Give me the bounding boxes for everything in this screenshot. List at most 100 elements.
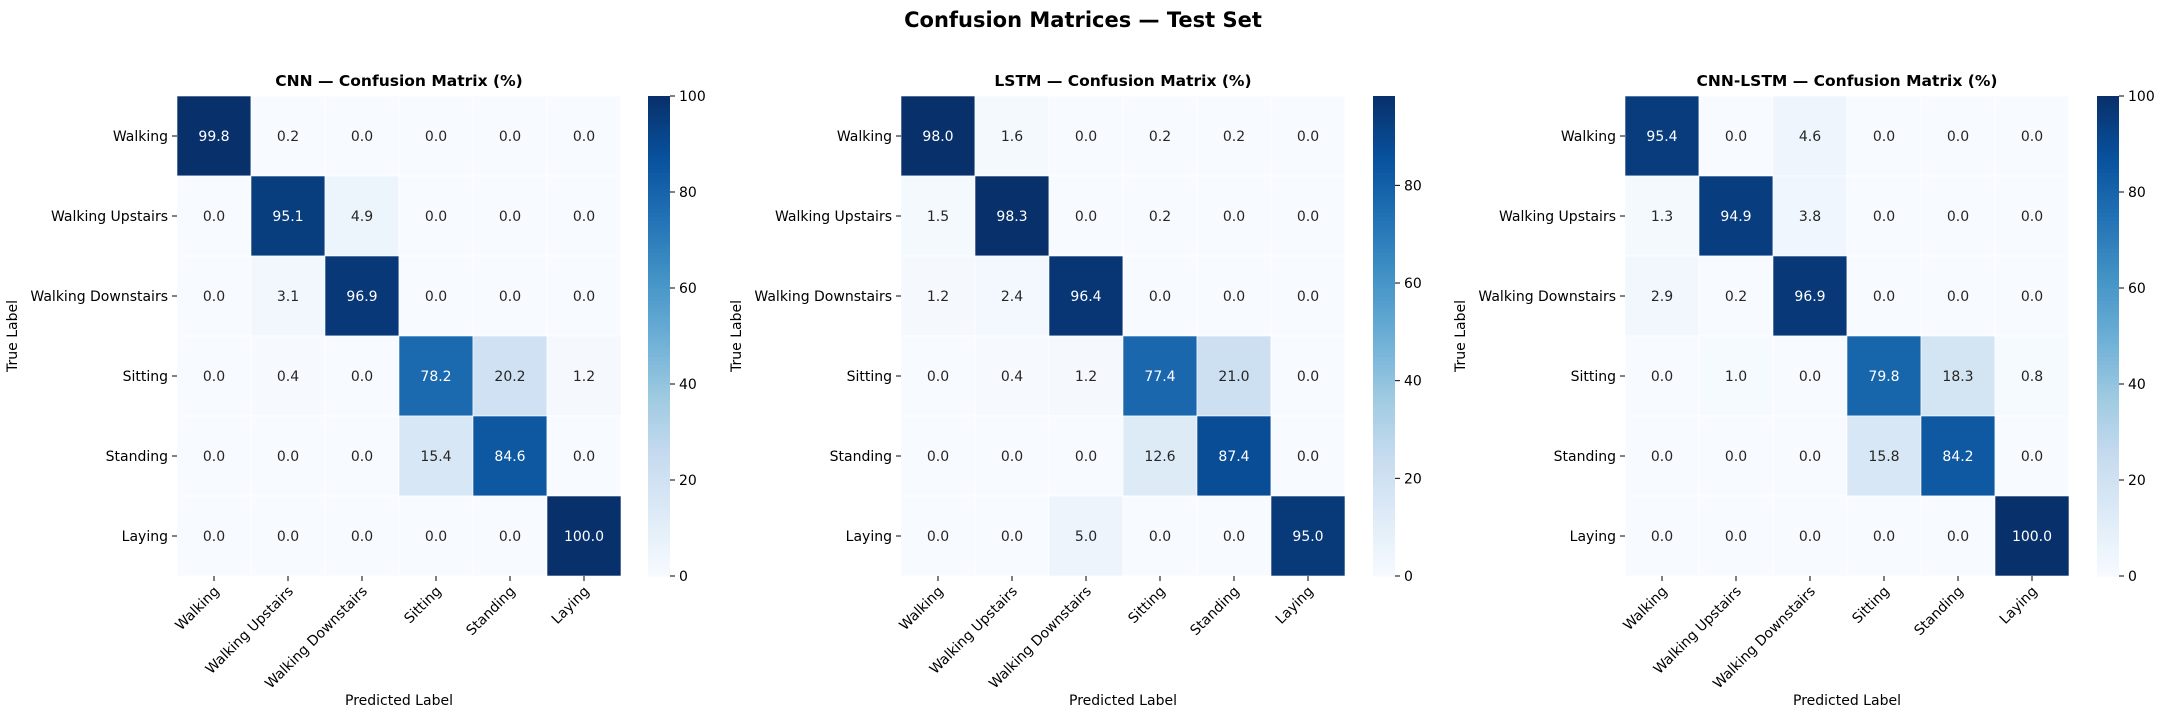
colorbar-segment — [648, 180, 670, 185]
colorbar-segment — [2097, 204, 2119, 209]
colorbar-segment — [2097, 452, 2119, 457]
colorbar-segment — [1373, 396, 1395, 401]
heatmap-cell — [546, 255, 622, 337]
cell-value-label: 0.0 — [2021, 129, 2043, 145]
cell-value-label: 0.2 — [1149, 129, 1171, 145]
heatmap-cell — [398, 95, 474, 177]
colorbar-segment — [648, 548, 670, 553]
colorbar-segment — [1373, 504, 1395, 509]
colorbar-segment — [1373, 564, 1395, 569]
colorbar-segment — [2097, 280, 2119, 285]
cell-value-label: 84.6 — [494, 449, 525, 465]
heatmap-cell — [1122, 175, 1198, 257]
heatmap-cell — [974, 255, 1050, 337]
colorbar-segment — [1373, 496, 1395, 501]
colorbar-segment — [648, 132, 670, 137]
heatmap-cell — [1846, 255, 1922, 337]
colorbar-segment — [2097, 528, 2119, 533]
cell-value-label: 0.0 — [1001, 529, 1023, 545]
colorbar-segment — [2097, 428, 2119, 433]
cell-value-label: 0.0 — [1799, 449, 1821, 465]
cell-value-label: 0.0 — [351, 449, 373, 465]
heatmap-cell — [1270, 255, 1346, 337]
heatmap-cell — [472, 255, 548, 337]
colorbar-segment — [2097, 372, 2119, 377]
cell-value-label: 95.1 — [272, 209, 303, 225]
colorbar-segment — [648, 252, 670, 257]
colorbar-tick-label: 40 — [1404, 374, 1422, 390]
cell-value-label: 4.6 — [1799, 129, 1821, 145]
cell-value-label: 0.0 — [927, 369, 949, 385]
colorbar-segment — [2097, 444, 2119, 449]
cell-value-label: 84.2 — [1942, 449, 1973, 465]
colorbar-segment — [1373, 236, 1395, 241]
heatmap-cell — [1048, 335, 1124, 417]
colorbar-segment — [648, 384, 670, 389]
colorbar-segment — [648, 404, 670, 409]
colorbar-segment — [1373, 272, 1395, 277]
cell-value-label: 95.0 — [1292, 529, 1323, 545]
colorbar-tick-label: 40 — [679, 377, 697, 393]
colorbar-segment — [1373, 124, 1395, 129]
colorbar-segment — [648, 316, 670, 321]
colorbar-segment — [2097, 140, 2119, 145]
colorbar-segment — [648, 364, 670, 369]
colorbar-segment — [2097, 320, 2119, 325]
colorbar-segment — [2097, 176, 2119, 181]
heatmap-cell — [546, 175, 622, 257]
colorbar-segment — [648, 396, 670, 401]
colorbar-segment — [1373, 276, 1395, 281]
colorbar-segment — [648, 444, 670, 449]
heatmap-cell — [1122, 95, 1198, 177]
colorbar-segment — [2097, 512, 2119, 517]
colorbar-segment — [1373, 156, 1395, 161]
x-tick-label: Standing — [1187, 584, 1242, 639]
cell-value-label: 0.0 — [203, 209, 225, 225]
colorbar-segment — [2097, 492, 2119, 497]
heatmap-cell — [324, 335, 400, 417]
heatmap-cell — [1994, 415, 2070, 497]
cell-value-label: 0.0 — [203, 529, 225, 545]
colorbar-segment — [648, 392, 670, 397]
colorbar-segment — [1373, 364, 1395, 369]
y-axis-label: True Label — [1453, 300, 1469, 373]
cell-value-label: 1.6 — [1001, 129, 1023, 145]
colorbar-segment — [648, 440, 670, 445]
cell-value-label: 0.0 — [1149, 529, 1171, 545]
heatmap-cell — [546, 495, 622, 577]
cell-value-label: 100.0 — [2012, 529, 2052, 545]
y-tick-label: Laying — [846, 529, 892, 545]
colorbar-segment — [648, 120, 670, 125]
cell-value-label: 5.0 — [1075, 529, 1097, 545]
colorbar-segment — [2097, 208, 2119, 213]
colorbar-segment — [2097, 116, 2119, 121]
heatmap-cell — [1270, 95, 1346, 177]
heatmap-cell — [1772, 175, 1848, 257]
cell-value-label: 77.4 — [1144, 369, 1175, 385]
cell-value-label: 0.2 — [1725, 289, 1747, 305]
heatmap-cell — [1846, 175, 1922, 257]
colorbar-segment — [648, 568, 670, 573]
colorbar-segment — [1373, 260, 1395, 265]
colorbar-segment — [1373, 344, 1395, 349]
y-tick-label: Walking Upstairs — [1499, 209, 1616, 225]
colorbar-segment — [1373, 392, 1395, 397]
colorbar-segment — [2097, 400, 2119, 405]
colorbar-segment — [648, 408, 670, 413]
colorbar-segment — [648, 260, 670, 265]
colorbar-segment — [2097, 148, 2119, 153]
colorbar-segment — [1373, 560, 1395, 565]
panel-title: LSTM — Confusion Matrix (%) — [994, 72, 1251, 90]
colorbar-segment — [2097, 212, 2119, 217]
colorbar-segment — [1373, 448, 1395, 453]
colorbar-segment — [1373, 172, 1395, 177]
colorbar-segment — [2097, 108, 2119, 113]
colorbar-segment — [648, 360, 670, 365]
colorbar-segment — [1373, 252, 1395, 257]
colorbar-segment — [2097, 304, 2119, 309]
colorbar-segment — [1373, 104, 1395, 109]
heatmap-cell — [472, 495, 548, 577]
x-tick-label: Sitting — [1849, 584, 1892, 627]
colorbar-segment — [1373, 192, 1395, 197]
cell-value-label: 0.8 — [2021, 369, 2043, 385]
